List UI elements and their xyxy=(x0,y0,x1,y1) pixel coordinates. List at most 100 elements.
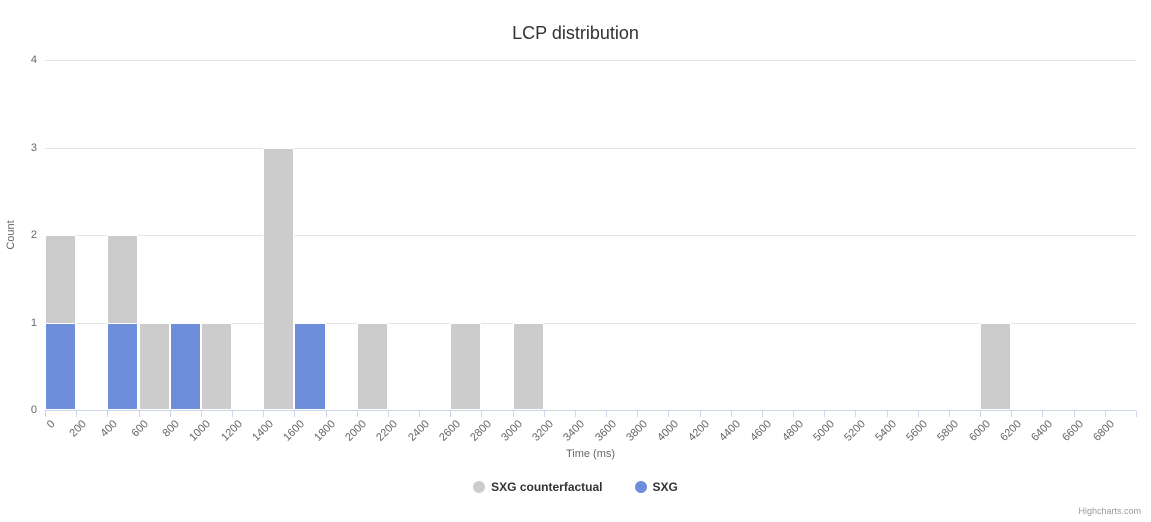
x-axis-tick-label: 4800 xyxy=(779,418,806,444)
x-axis-tick xyxy=(824,411,826,417)
x-axis-tick xyxy=(1042,411,1044,417)
x-axis-tick xyxy=(107,411,109,417)
y-axis-tick-label: 3 xyxy=(30,141,37,154)
x-axis-tick-label: 800 xyxy=(160,418,183,440)
gridline xyxy=(45,322,1136,324)
x-axis-tick xyxy=(793,411,795,417)
x-axis-tick-label: 6600 xyxy=(1060,418,1087,444)
x-axis-tick xyxy=(263,411,265,417)
legend-marker-icon xyxy=(634,481,647,493)
x-axis-tick-label: 5600 xyxy=(904,418,931,444)
legend-label: SXG xyxy=(652,480,678,494)
y-axis-tick-label: 4 xyxy=(30,54,37,66)
x-axis-tick xyxy=(45,411,46,417)
x-axis-tick xyxy=(574,411,576,417)
x-axis-tick xyxy=(1073,411,1075,417)
x-axis-tick-label: 6400 xyxy=(1029,418,1055,444)
x-axis-tick xyxy=(699,411,701,417)
x-axis-tick xyxy=(76,411,78,417)
bar-sxg-counterfactual-2000 xyxy=(356,322,388,410)
x-axis-tick-label: 1200 xyxy=(218,418,245,444)
bar-sxg-0 xyxy=(45,322,77,410)
x-axis-tick xyxy=(606,411,608,417)
bar-sxg-counterfactual-6000 xyxy=(980,322,1012,410)
x-axis-tick-label: 5000 xyxy=(810,418,837,444)
x-axis-tick-label: 5200 xyxy=(842,418,868,444)
x-axis-tick xyxy=(325,411,327,417)
x-axis-tick xyxy=(450,411,452,417)
x-axis-tick xyxy=(232,411,234,417)
x-axis-tick xyxy=(980,411,982,417)
x-axis-tick-label: 2400 xyxy=(405,418,432,444)
x-axis-tick-label: 4200 xyxy=(686,418,713,444)
x-axis-tick-label: 200 xyxy=(67,418,89,440)
legend-marker-icon xyxy=(473,481,486,493)
x-axis-tick-label: 1800 xyxy=(312,418,339,444)
x-axis-tick-label: 5400 xyxy=(873,418,900,444)
bar-sxg-counterfactual-1000 xyxy=(200,322,232,410)
x-axis-tick xyxy=(138,411,140,417)
bar-sxg-counterfactual-3000 xyxy=(512,322,544,410)
chart-title: LCP distribution xyxy=(512,23,639,43)
x-axis-tick-label: 1400 xyxy=(249,418,276,444)
x-axis-tick xyxy=(387,411,389,417)
x-axis-line xyxy=(45,410,1136,411)
x-axis-tick xyxy=(1104,411,1106,417)
x-axis-tick xyxy=(730,411,732,417)
x-axis-tick xyxy=(761,411,763,417)
x-axis-tick-label: 3000 xyxy=(499,418,526,444)
x-axis-tick-label: 4600 xyxy=(748,418,775,444)
gridline xyxy=(45,147,1136,149)
x-axis-tick-label: 2200 xyxy=(374,418,401,444)
x-axis-title: Time (ms) xyxy=(565,448,616,460)
x-axis-tick xyxy=(886,411,888,417)
x-axis-tick-label: 3600 xyxy=(592,418,619,444)
x-axis-tick xyxy=(419,411,421,417)
legend-item-sxg[interactable]: SXG xyxy=(634,480,678,494)
x-axis-tick-label: 5800 xyxy=(935,418,962,444)
x-axis-tick-label: 3200 xyxy=(530,418,557,444)
x-axis-tick xyxy=(294,411,296,417)
x-axis-tick xyxy=(481,411,483,417)
x-axis-tick-label: 4400 xyxy=(717,418,744,444)
x-axis-tick-label: 6200 xyxy=(997,418,1024,444)
bar-sxg-800 xyxy=(169,322,201,410)
legend-item-sxg-counterfactual[interactable]: SXG counterfactual xyxy=(473,480,603,494)
x-axis-tick-label: 0 xyxy=(44,418,58,431)
bar-sxg-counterfactual-600 xyxy=(138,322,170,410)
x-axis-tick xyxy=(1011,411,1013,417)
bar-sxg-counterfactual-2600 xyxy=(450,322,482,410)
x-axis-tick-label: 600 xyxy=(129,418,151,440)
x-axis-tick xyxy=(543,411,545,417)
y-axis-tick-label: 2 xyxy=(30,229,37,241)
x-axis-tick-label: 1000 xyxy=(187,418,214,444)
x-axis-tick-label: 3800 xyxy=(623,418,650,444)
x-axis-tick-label: 4000 xyxy=(655,418,681,444)
x-axis-tick-label: 1600 xyxy=(281,418,307,444)
gridline xyxy=(45,235,1136,236)
x-axis-tick-label: 2600 xyxy=(436,418,463,444)
x-axis-tick xyxy=(668,411,670,417)
x-axis-tick-label: 6800 xyxy=(1091,418,1118,444)
bar-sxg-1600 xyxy=(294,322,326,410)
x-axis-tick xyxy=(917,411,919,417)
y-axis-tick-label: 1 xyxy=(30,316,37,329)
x-axis-tick-label: 400 xyxy=(98,418,120,440)
x-axis-tick xyxy=(948,411,950,417)
x-axis-tick xyxy=(512,411,514,417)
bar-sxg-counterfactual-1400 xyxy=(263,147,295,410)
x-axis-tick xyxy=(200,411,202,417)
bar-sxg-400 xyxy=(107,322,139,410)
x-axis-tick xyxy=(1136,411,1137,417)
x-axis-tick xyxy=(356,411,358,417)
x-axis-tick-label: 2000 xyxy=(343,418,370,444)
legend: SXG counterfactual SXG xyxy=(0,480,1151,494)
gridline xyxy=(45,60,1136,61)
x-axis-tick-label: 3400 xyxy=(561,418,588,444)
x-axis-tick-label: 2800 xyxy=(468,418,494,444)
x-axis-tick xyxy=(855,411,857,417)
x-axis-tick xyxy=(169,411,171,417)
credits-link[interactable]: Highcharts.com xyxy=(1078,506,1141,516)
